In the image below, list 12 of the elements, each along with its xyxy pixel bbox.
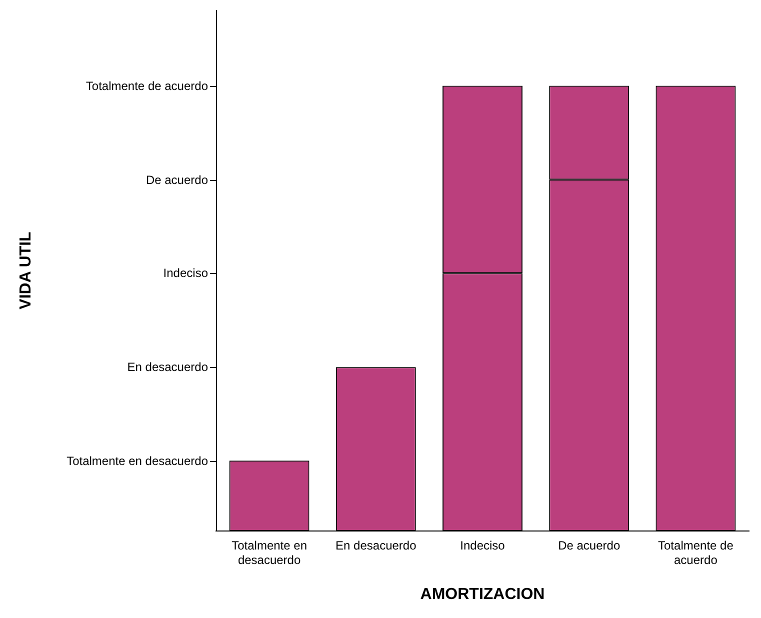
text: De acuerdo bbox=[146, 172, 208, 187]
text: Totalmente de acuerdo bbox=[86, 78, 208, 93]
x-tick-label: Totalmente en desacuerdo bbox=[232, 538, 307, 567]
x-tick-label: De acuerdo bbox=[558, 538, 620, 553]
text: En desacuerdo bbox=[127, 360, 208, 374]
text: Totalmente en desacuerdo bbox=[66, 454, 208, 468]
x-tick-label: En desacuerdo bbox=[336, 538, 417, 553]
text: VIDA UTIL bbox=[17, 231, 34, 310]
text: Indeciso bbox=[163, 266, 208, 280]
x-tick-label: Totalmente de acuerdo bbox=[658, 538, 734, 567]
x-tick-label: Indeciso bbox=[460, 538, 506, 553]
x-axis-title: AMORTIZACION bbox=[420, 586, 545, 603]
